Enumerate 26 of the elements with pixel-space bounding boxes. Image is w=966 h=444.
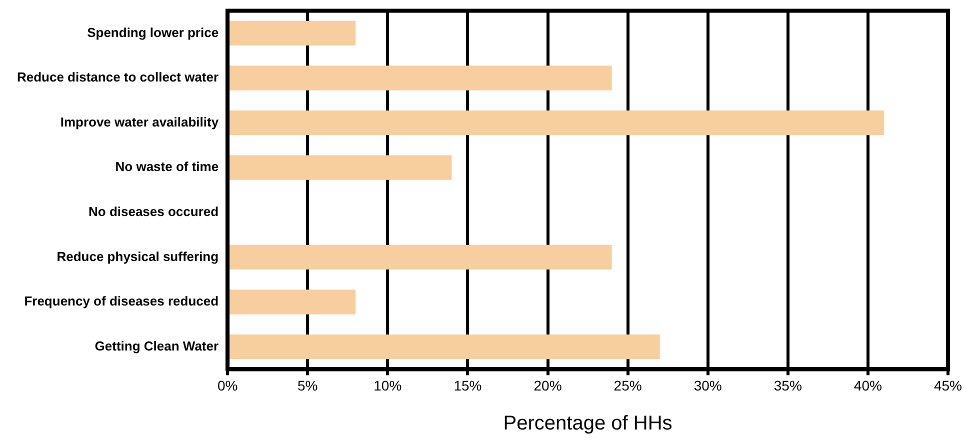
y-tick-label: Getting Clean Water [94,338,219,354]
x-tick-label: 0% [217,377,238,394]
y-tick-label: Spending lower price [87,24,219,40]
x-tick-label: 25% [614,377,642,394]
bar [229,244,612,270]
bar [229,66,612,90]
bar [229,290,356,314]
y-tick-label: Reduce distance to collect water [16,70,219,85]
x-tick-label: 30% [694,377,722,394]
x-tick-label: 15% [454,377,482,394]
x-tick-label: 45% [934,377,962,394]
y-tick-label: No waste of time [115,159,219,174]
bar [229,334,660,360]
x-tick-label: 10% [374,377,402,394]
y-tick-label: No diseases occured [88,204,219,219]
y-tick-label: Frequency of diseases reduced [24,294,219,309]
y-tick-label: Reduce physical suffering [56,248,219,264]
x-tick-label: 20% [534,377,562,394]
bar [229,110,884,136]
x-axis-title: Percentage of HHs [503,412,672,435]
x-tick-label: 5% [297,377,318,394]
x-tick-label: 40% [854,377,882,394]
y-tick-label: Improve water availability [60,114,220,130]
bar [229,155,452,180]
bar [229,20,356,46]
x-tick-label: 35% [774,377,802,394]
